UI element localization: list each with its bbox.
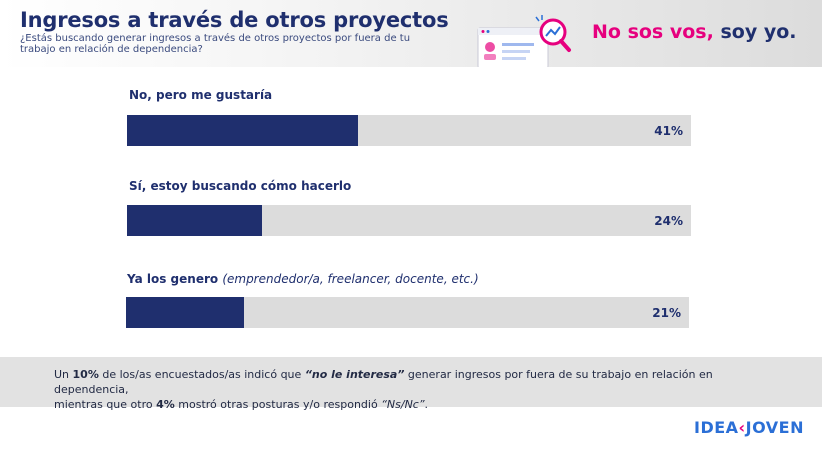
bar-value-label-2: 24% — [654, 213, 683, 228]
page-title: Ingresos a través de otros proyectos — [20, 8, 449, 32]
slogan-part-1: No sos vos, — [592, 21, 714, 43]
search-chart-illustration — [477, 15, 571, 67]
footer-note: Un 10% de los/as encuestados/as indicó q… — [54, 368, 713, 411]
bar-track-1: 41% — [127, 115, 691, 146]
bar-fill-1 — [127, 115, 359, 146]
slogan: No sos vos, soy yo. — [592, 21, 796, 43]
bar-fill-2 — [127, 205, 263, 236]
bar-value-label-1: 41% — [654, 123, 683, 138]
category-label-2: Sí, estoy buscando cómo hacerlo — [129, 179, 352, 193]
header-band: Ingresos a través de otros proyectos ¿Es… — [0, 0, 822, 67]
bar-chart: No, pero me gustaría 41% Sí, estoy busca… — [0, 67, 822, 357]
bar-value-label-3: 21% — [652, 305, 681, 320]
footer-note-band: Un 10% de los/as encuestados/as indicó q… — [0, 357, 822, 411]
bar-fill-3 — [126, 297, 245, 328]
idea-joven-logo: IDEA‹JOVEN — [694, 418, 804, 437]
category-label-3: Ya los genero (emprendedor/a, freelancer… — [127, 272, 479, 286]
bar-track-2: 24% — [127, 205, 691, 236]
page-subtitle: ¿Estás buscando generar ingresos a travé… — [20, 33, 411, 55]
category-note-3: (emprendedor/a, freelancer, docente, etc… — [222, 272, 479, 286]
category-label-1: No, pero me gustaría — [129, 88, 273, 102]
slogan-part-2: soy yo. — [720, 21, 797, 43]
bar-track-3: 21% — [126, 297, 689, 328]
